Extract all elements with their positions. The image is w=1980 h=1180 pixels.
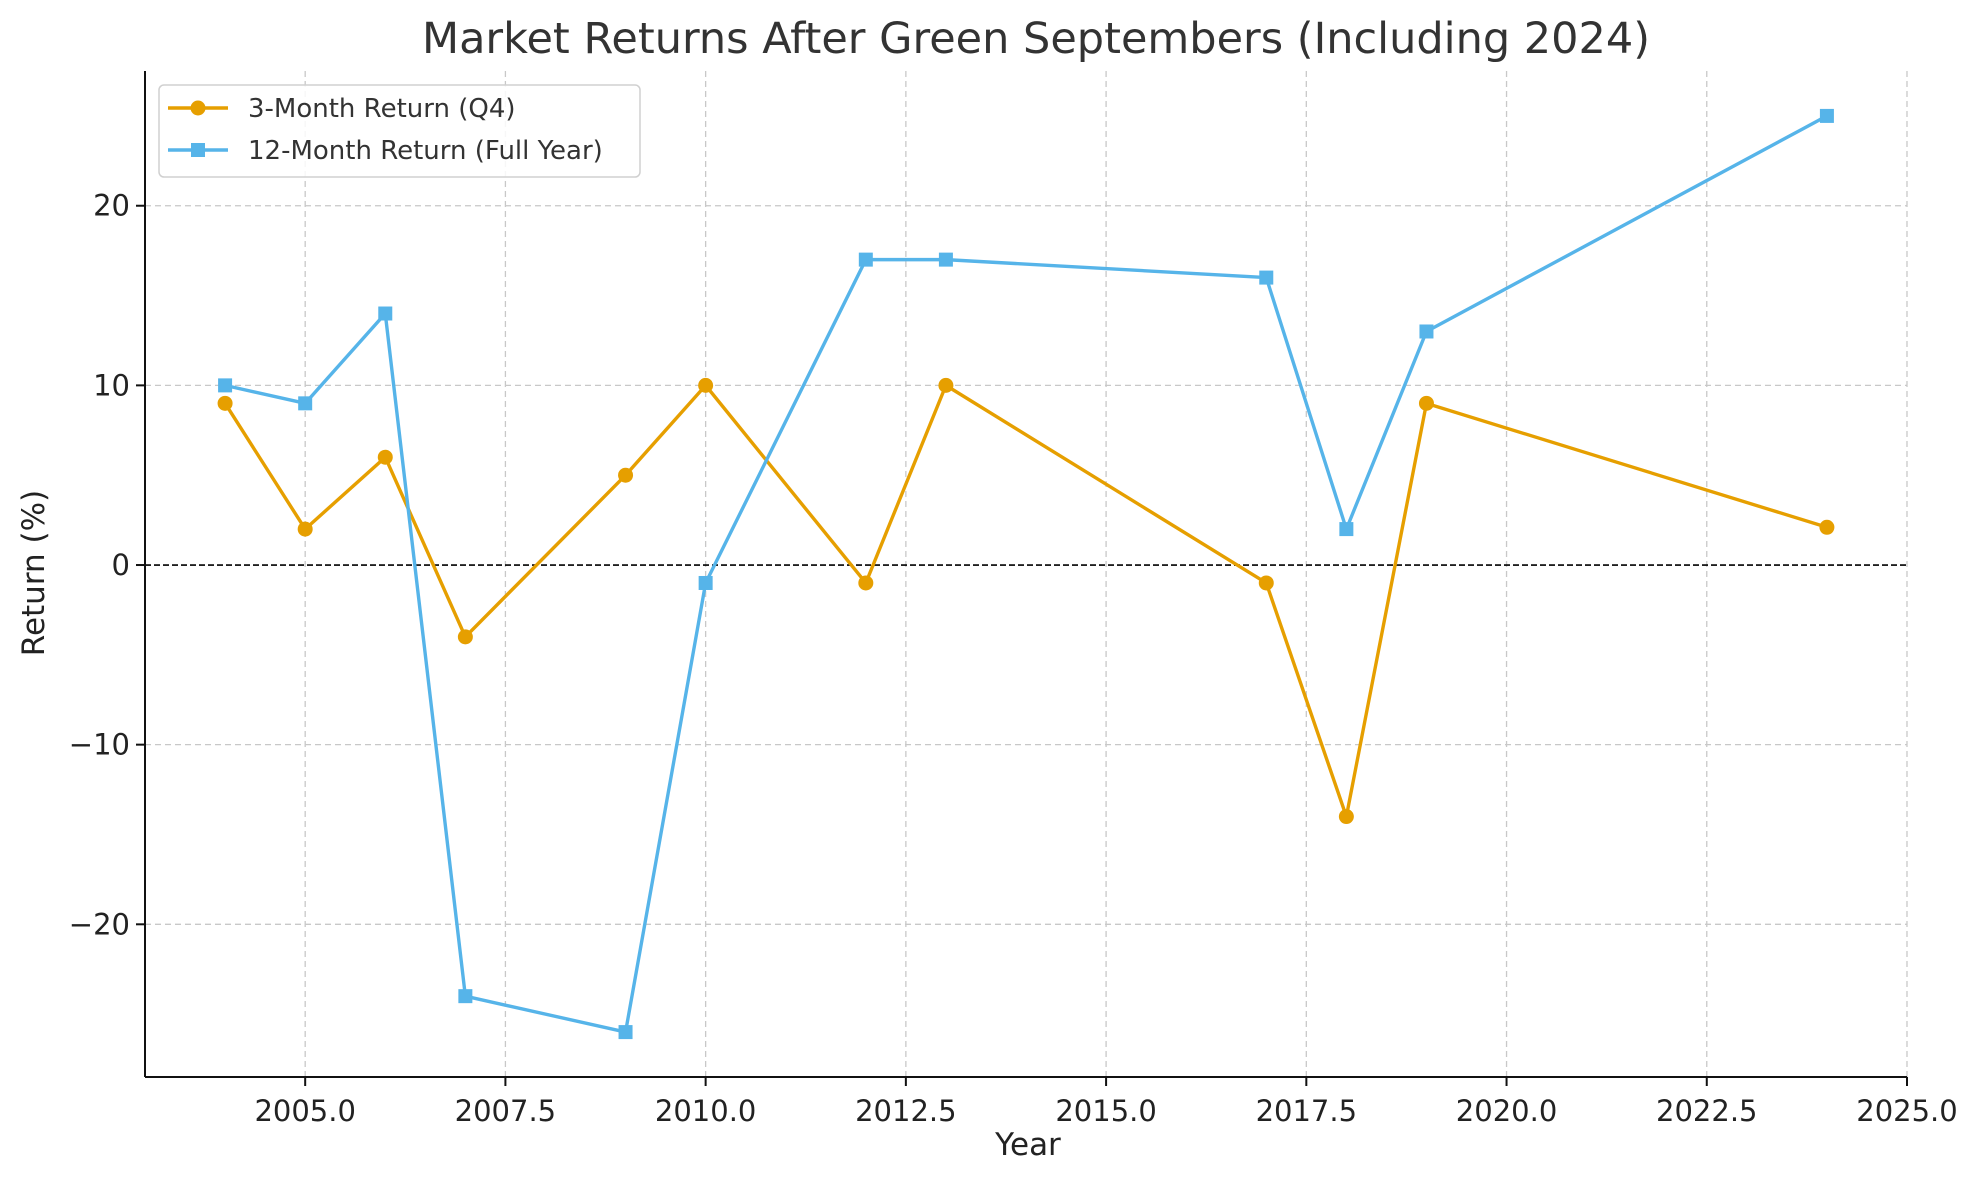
grid xyxy=(145,71,1908,1077)
legend-item: 3-Month Return (Q4) xyxy=(168,94,516,124)
y-axis-ticks: −20 −10 0 10 20 xyxy=(69,189,145,941)
y-tick-label: −10 xyxy=(69,728,130,762)
series-2 xyxy=(218,108,1834,1040)
data-point-square xyxy=(458,989,473,1004)
x-tick-label: 2017.5 xyxy=(1256,1094,1357,1128)
data-point-circle xyxy=(377,449,393,465)
y-tick-label: −20 xyxy=(69,907,130,941)
legend-marker-circle xyxy=(190,100,206,116)
legend-marker-square xyxy=(191,143,205,157)
data-point-square xyxy=(858,252,873,267)
x-tick-label: 2010.0 xyxy=(655,1094,756,1128)
legend-label: 3-Month Return (Q4) xyxy=(248,94,516,124)
series-1 xyxy=(217,377,1835,825)
legend-box xyxy=(158,84,641,178)
x-tick-label: 2022.5 xyxy=(1656,1094,1757,1128)
data-point-circle xyxy=(457,629,473,645)
data-point-square xyxy=(618,1025,633,1040)
x-axis-ticks: 2005.0 2007.5 2010.0 2012.5 2015.0 2017.5 2020… xyxy=(254,1077,1958,1128)
data-point-circle xyxy=(217,395,233,411)
legend: 3-Month Return (Q4) 12-Month Return (Full… xyxy=(158,84,641,178)
y-tick-label: 0 xyxy=(112,548,130,582)
x-tick-label: 2007.5 xyxy=(455,1094,556,1128)
data-point-square xyxy=(1259,270,1274,285)
series-line xyxy=(223,383,1828,819)
x-tick-label: 2005.0 xyxy=(254,1094,355,1128)
data-point-circle xyxy=(1258,575,1274,591)
data-point-circle xyxy=(938,377,954,393)
data-point-square xyxy=(938,252,953,267)
data-point-circle xyxy=(1819,519,1835,535)
data-point-square xyxy=(298,396,313,411)
data-point-square xyxy=(218,378,233,393)
series-line xyxy=(224,114,1828,1034)
x-tick-label: 2012.5 xyxy=(855,1094,956,1128)
chart-title: Market Returns After Green Septembers (I… xyxy=(422,14,1650,64)
series-group xyxy=(217,108,1835,1040)
data-point-circle xyxy=(858,575,874,591)
data-point-square xyxy=(698,575,713,590)
data-point-circle xyxy=(1418,395,1434,411)
y-axis-label: Return (%) xyxy=(16,490,52,656)
data-point-circle xyxy=(698,377,714,393)
data-point-square xyxy=(378,306,393,321)
data-point-square xyxy=(1339,522,1354,537)
y-tick-label: 10 xyxy=(93,368,130,402)
x-axis-label: Year xyxy=(994,1127,1061,1163)
x-tick-label: 2025.0 xyxy=(1856,1094,1957,1128)
x-tick-label: 2020.0 xyxy=(1456,1094,1557,1128)
legend-item: 12-Month Return (Full Year) xyxy=(168,136,603,166)
y-tick-label: 20 xyxy=(93,189,130,223)
data-point-circle xyxy=(297,521,313,537)
data-point-square xyxy=(1819,108,1834,123)
data-point-square xyxy=(1419,324,1434,339)
data-point-circle xyxy=(618,467,634,483)
legend-label: 12-Month Return (Full Year) xyxy=(248,136,603,166)
x-tick-label: 2015.0 xyxy=(1055,1094,1156,1128)
data-point-circle xyxy=(1338,809,1354,825)
